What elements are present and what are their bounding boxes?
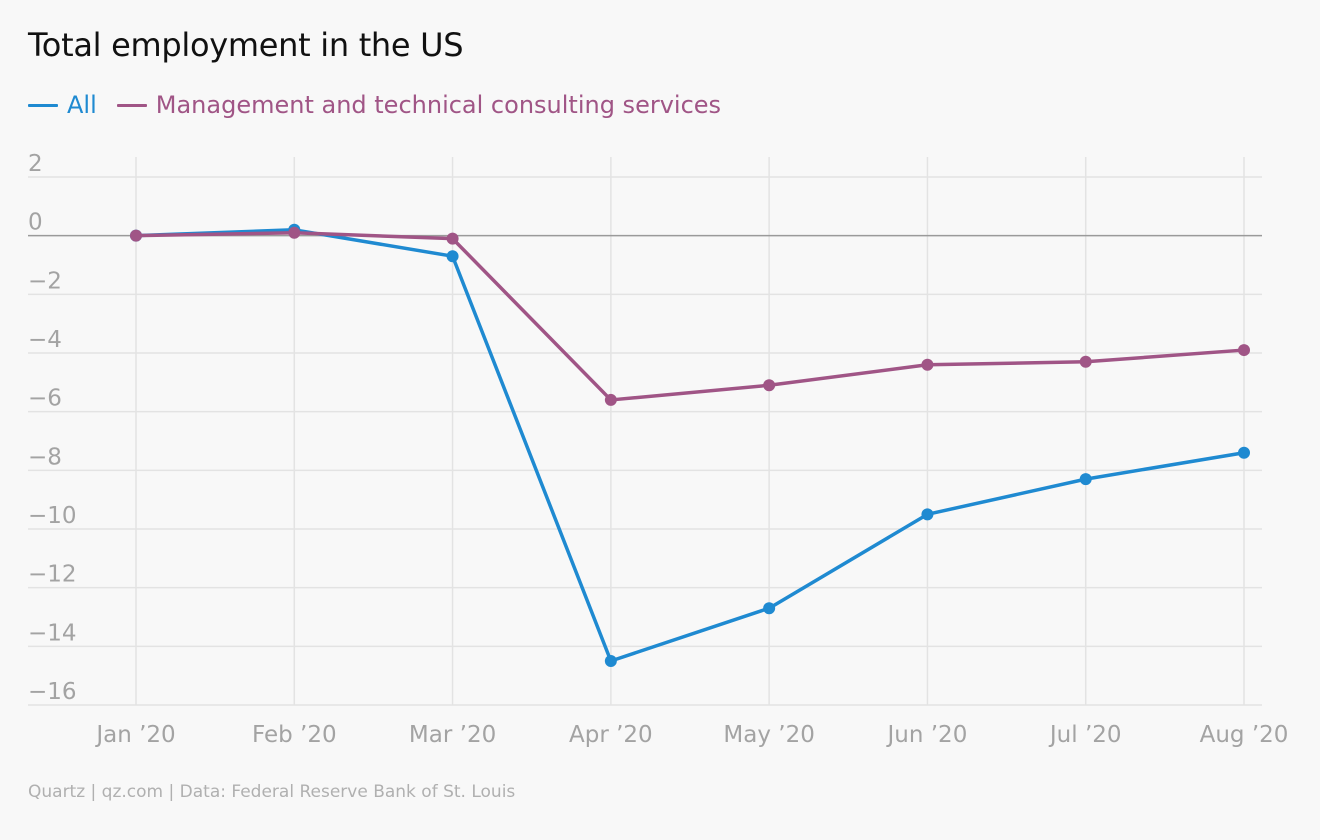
y-tick-label: −6: [28, 386, 62, 412]
data-point: [1079, 473, 1092, 486]
data-point: [763, 379, 776, 392]
legend-item: Management and technical consulting serv…: [116, 91, 722, 119]
y-tick-label: 2: [28, 151, 43, 177]
y-tick-label: −10: [28, 503, 77, 529]
x-tick-label: Aug ’20: [1200, 722, 1289, 748]
grid-layer: [28, 157, 1262, 706]
source-note: Quartz | qz.com | Data: Federal Reserve …: [28, 782, 516, 802]
y-tick-label: 0: [28, 210, 43, 236]
data-point: [1238, 446, 1250, 459]
data-point: [604, 655, 617, 667]
y-tick-label: −16: [28, 679, 77, 705]
x-tick-label: Jan ’20: [94, 722, 175, 748]
legend-label: All: [67, 91, 97, 119]
data-point: [921, 508, 934, 521]
series-layer: [130, 223, 1250, 667]
y-tick-label: −8: [28, 444, 62, 470]
series-line: [134, 230, 1246, 402]
x-tick-label: Jul ’20: [1048, 722, 1122, 748]
data-point: [763, 602, 776, 615]
data-point: [288, 226, 301, 239]
y-tick-label: −14: [28, 620, 77, 646]
axis-layer: 2 0 −2 −4 −6 −8 −10 −12 −14 −16 Jan ’20 Feb ’20 Mar …: [28, 151, 1288, 748]
data-point: [446, 250, 459, 263]
legend-item: All: [28, 91, 97, 119]
y-tick-label: −4: [28, 327, 62, 353]
x-tick-label: Jun ’20: [886, 722, 968, 748]
series-1: [130, 226, 1250, 406]
x-tick-label: Apr ’20: [569, 722, 653, 748]
data-point: [604, 393, 617, 406]
y-tick-label: −2: [28, 268, 62, 294]
series-0: [130, 223, 1250, 667]
data-point: [1238, 344, 1250, 357]
legend-swatch: [116, 103, 147, 107]
chart-title: Total employment in the US: [28, 26, 464, 64]
data-point: [921, 358, 934, 371]
legend-label: Management and technical consulting serv…: [155, 91, 722, 119]
data-point: [446, 232, 459, 245]
x-tick-label: Feb ’20: [252, 722, 337, 748]
legend-swatch: [28, 103, 58, 107]
x-tick-label: Mar ’20: [409, 722, 496, 748]
data-point: [1079, 355, 1092, 368]
x-tick-label: May ’20: [723, 722, 814, 748]
legend: All Management and technical consulting s…: [28, 88, 741, 122]
y-tick-label: −12: [28, 562, 77, 588]
data-point: [130, 229, 142, 242]
